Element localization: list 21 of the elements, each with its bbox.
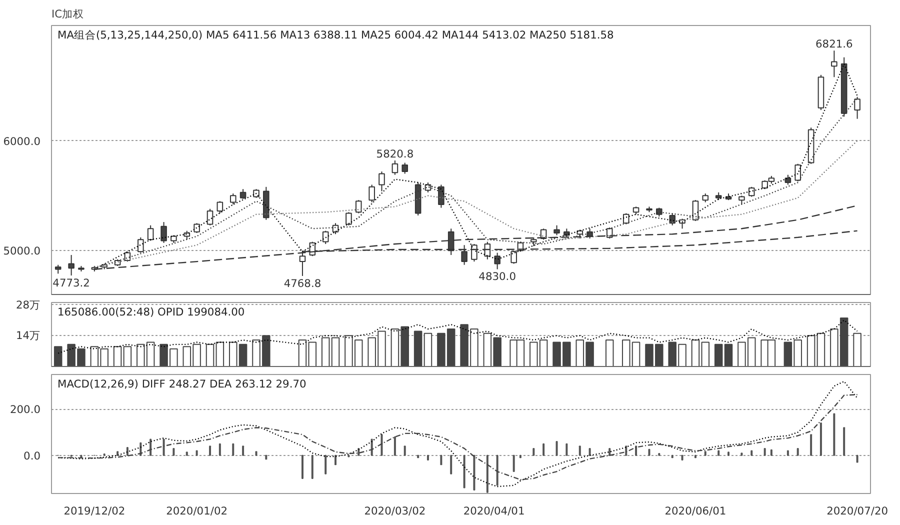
annotation: 4768.8 (284, 276, 322, 290)
annotation: 4830.0 (478, 270, 516, 284)
annotation: 165086.00(52:48) OPID 199084.00 (58, 306, 245, 318)
x-tick-label: 2020/01/02 (166, 504, 228, 518)
y-tick-label: 5000.0 (3, 244, 41, 258)
x-tick-label: 2020/07/20 (826, 504, 888, 518)
y-tick-label: 28万 (16, 298, 41, 312)
chart-title: IC加权 (52, 8, 84, 20)
y-tick-label: 200.0 (10, 403, 41, 416)
x-tick-label: 2020/04/01 (463, 504, 525, 518)
x-tick-label: 2020/03/02 (364, 504, 426, 518)
annotation: 4773.2 (52, 276, 90, 290)
annotation: 5820.8 (376, 147, 414, 160)
y-tick-label: 6000.0 (3, 134, 41, 148)
annotation: MACD(12,26,9) DIFF 248.27 DEA 263.12 29.70 (58, 378, 307, 390)
annotation: MA组合(5,13,25,144,250,0) MA5 6411.56 MA13 6388.11 MA25 6004.42 MA144 5413.02 MA250 5181.58 (58, 28, 614, 42)
y-tick-label: 14万 (16, 329, 41, 342)
annotation: 6821.6 (816, 38, 854, 51)
x-tick-label: 2020/06/01 (664, 504, 726, 518)
y-tick-label: 0.0 (24, 449, 41, 462)
x-tick-label: 2019/12/02 (64, 504, 126, 518)
